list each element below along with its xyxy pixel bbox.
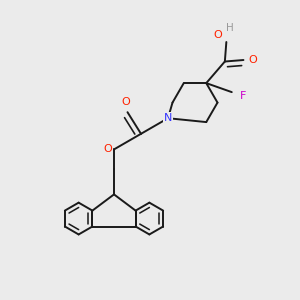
Text: F: F (240, 91, 246, 101)
Text: O: O (122, 97, 130, 107)
Text: O: O (249, 55, 257, 65)
Text: N: N (164, 113, 172, 123)
Text: O: O (214, 29, 222, 40)
Text: H: H (226, 22, 234, 33)
Text: O: O (103, 144, 112, 154)
